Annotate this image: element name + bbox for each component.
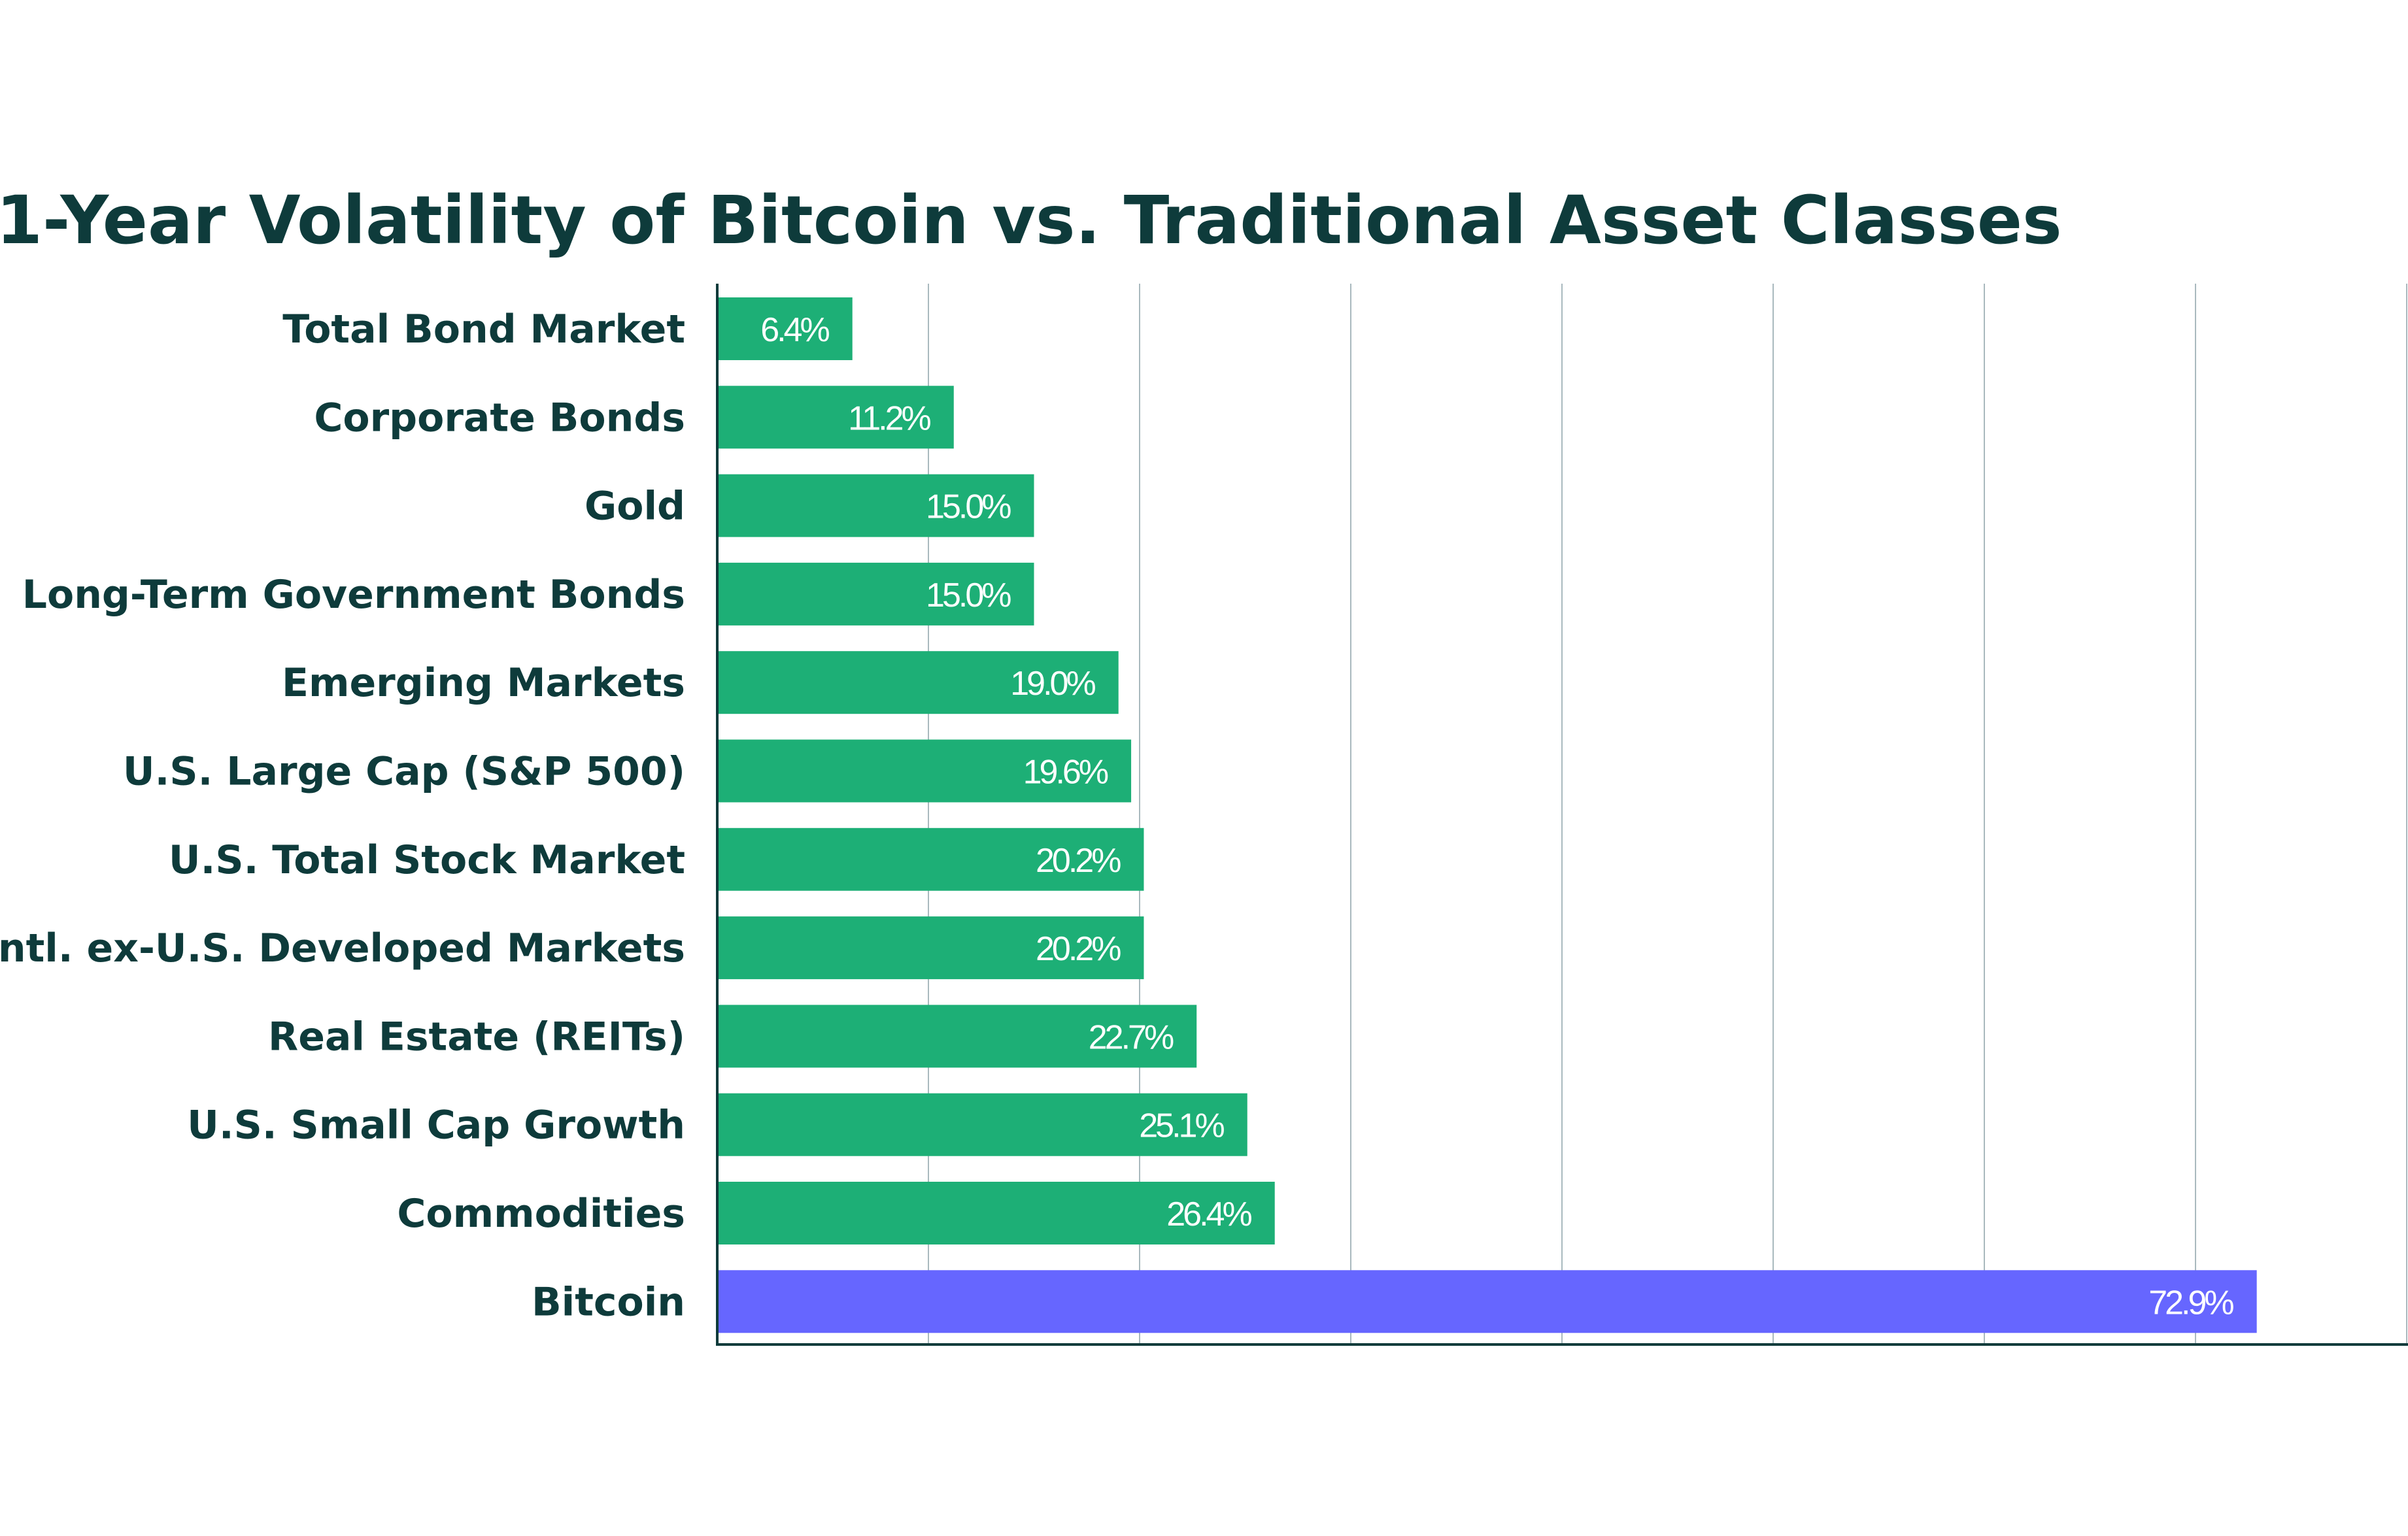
bar-total-bond-market <box>717 297 853 360</box>
value-label: 20.2% <box>1036 930 1121 968</box>
category-label: Intl. ex-U.S. Developed Markets <box>0 926 685 971</box>
value-label: 20.2% <box>1036 842 1121 880</box>
bar-intl-ex-u-s-developed-markets <box>717 916 1144 980</box>
category-labels: Total Bond Market Corporate Bonds Gold Long… <box>0 307 685 1325</box>
category-label: U.S. Total Stock Market <box>169 837 685 883</box>
category-label: U.S. Large Cap (S&P 500) <box>123 749 685 795</box>
bar-u-s-total-stock-market <box>717 827 1144 891</box>
value-label: 11.2% <box>848 399 930 437</box>
category-label: Corporate Bonds <box>314 395 685 441</box>
category-label: Real Estate (REITs) <box>268 1014 685 1060</box>
value-label: 22.7% <box>1089 1018 1174 1056</box>
category-label: Emerging Markets <box>282 660 685 706</box>
chart-title: 1-Year Volatility of Bitcoin vs. Traditi… <box>0 182 2062 259</box>
bar-commodities <box>717 1182 1275 1244</box>
value-label: 6.4% <box>760 311 829 349</box>
bar-u-s-small-cap-growth <box>717 1093 1247 1156</box>
category-label: Commodities <box>397 1191 685 1237</box>
value-label: 25.1% <box>1139 1107 1224 1145</box>
bar-real-estate-reits <box>717 1005 1197 1068</box>
bar-corporate-bonds <box>717 386 954 449</box>
bar-long-term-government-bonds <box>717 562 1034 626</box>
value-label: 19.6% <box>1023 754 1108 792</box>
category-label: Long-Term Government Bonds <box>22 572 685 618</box>
axes <box>716 284 2408 1346</box>
value-label: 15.0% <box>926 488 1011 526</box>
category-label: Gold <box>585 484 685 529</box>
value-label: 15.0% <box>926 576 1011 614</box>
bar-gold <box>717 474 1034 537</box>
category-label: U.S. Small Cap Growth <box>187 1103 685 1148</box>
bar-bitcoin <box>717 1270 2257 1333</box>
value-label: 26.4% <box>1166 1195 1251 1233</box>
category-label: Bitcoin <box>532 1279 685 1325</box>
bar-u-s-large-cap-s-p-500 <box>717 739 1132 803</box>
gridlines <box>928 284 2407 1344</box>
value-label: 19.0% <box>1010 665 1095 703</box>
value-label: 72.9% <box>2148 1284 2233 1322</box>
category-label: Total Bond Market <box>282 307 685 352</box>
bar-emerging-markets <box>717 651 1119 714</box>
bars: 6.4% 11.2% 15.0% 15.0% 19.0% 19.6% 20.2% 20.2% 2… <box>717 297 2257 1333</box>
